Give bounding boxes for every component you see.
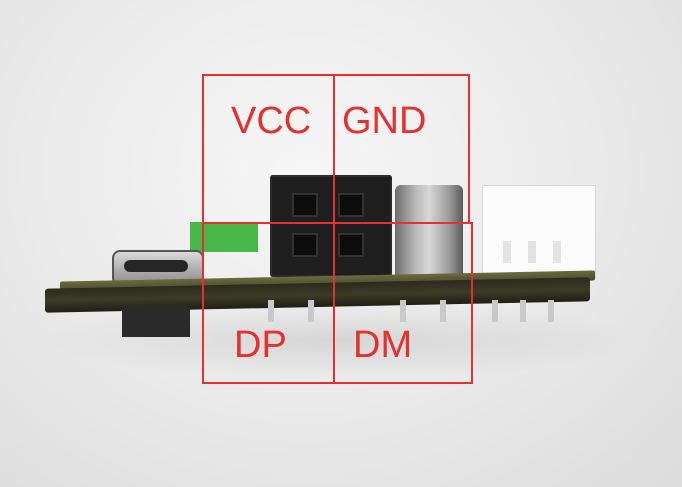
component-leg: [268, 300, 274, 322]
dm-annotation-box: [333, 222, 473, 384]
vcc-annotation-box: [202, 74, 335, 224]
pin-hole-gnd: [338, 193, 364, 217]
usb-port-opening: [124, 260, 188, 272]
vcc-label: VCC: [231, 100, 312, 142]
component-leg: [440, 300, 446, 322]
underside-chip: [122, 305, 190, 337]
gnd-label: GND: [342, 100, 427, 142]
component-leg: [308, 300, 314, 322]
gnd-annotation-box: [333, 74, 470, 224]
white-connector-slot: [528, 241, 536, 263]
pin-hole-dp: [292, 233, 318, 257]
white-connector-slot: [503, 241, 511, 263]
white-connector-slot: [553, 241, 561, 263]
component-leg: [548, 300, 554, 322]
pin-hole-dm: [338, 233, 364, 257]
component-leg: [520, 300, 526, 322]
electrolytic-capacitor: [395, 185, 463, 281]
dm-label: DM: [353, 324, 413, 366]
pin-hole-vcc: [292, 193, 318, 217]
white-connector: [482, 185, 596, 279]
component-leg: [400, 300, 406, 322]
component-leg: [492, 300, 498, 322]
dp-label: DP: [234, 324, 287, 366]
green-component: [190, 222, 258, 252]
four-pin-header-connector: [270, 175, 392, 277]
